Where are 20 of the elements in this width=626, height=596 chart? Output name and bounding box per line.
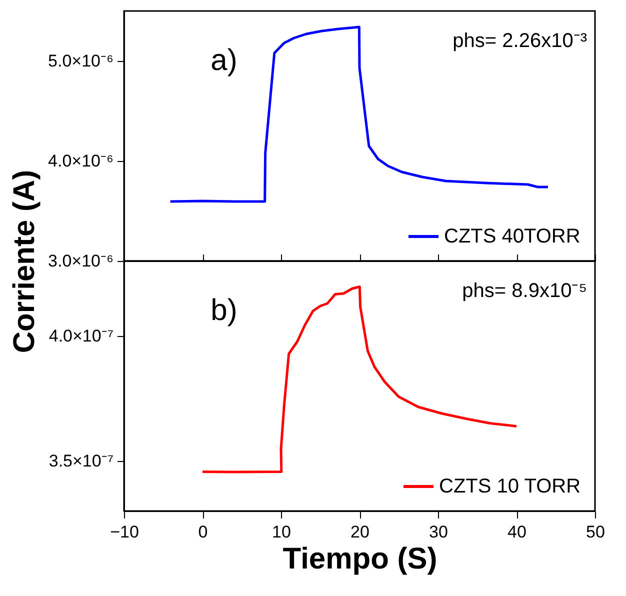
x-tick-label: 50: [586, 522, 605, 542]
y-tick-label: 4.0×10⁻⁷: [48, 326, 114, 346]
x-axis-title: Tiempo (S): [282, 542, 438, 576]
y-tick-label: 3.0×10⁻⁶: [48, 252, 114, 270]
annotation: b): [210, 294, 238, 327]
legend-label: CZTS 10 TORR: [439, 476, 581, 498]
y-tick-label: 3.5×10⁻⁷: [48, 452, 114, 470]
y-tick-label: 4.0×10⁻⁶: [48, 152, 114, 170]
x-tick-label: −10: [110, 522, 139, 542]
y-axis-title: Corriente (A): [8, 170, 42, 354]
y-tick-label: 5.0×10⁻⁶: [48, 52, 114, 70]
annotation: phs= 2.26x10⁻³: [452, 30, 588, 52]
annotation: phs= 8.9x10⁻⁵: [462, 280, 587, 302]
annotation: a): [210, 44, 238, 77]
x-tick-label: 30: [429, 522, 448, 542]
x-tick-label: 0: [198, 522, 208, 542]
x-tick-label: 10: [272, 522, 291, 542]
legend-label: CZTS 40TORR: [444, 226, 580, 248]
x-tick-label: 20: [350, 522, 370, 542]
x-tick-label: 40: [508, 522, 526, 542]
